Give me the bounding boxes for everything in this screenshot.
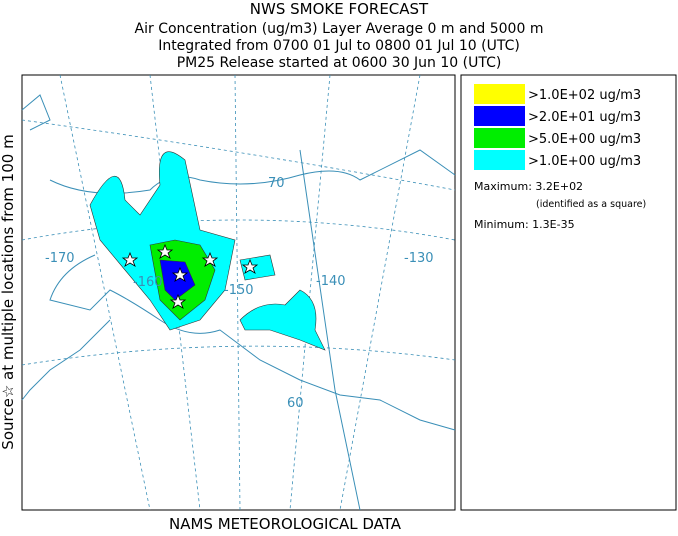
source-markers bbox=[121, 243, 259, 309]
legend-label: >2.0E+01 ug/m3 bbox=[528, 110, 641, 125]
legend-frame bbox=[460, 74, 677, 511]
lat-label: 60 bbox=[287, 396, 304, 411]
subtitle: Integrated from 0700 01 Jul to 0800 01 J… bbox=[158, 38, 520, 54]
graticule bbox=[21, 74, 456, 511]
legend: >1.0E+02 ug/m3 >2.0E+01 ug/m3 >5.0E+00 ug/… bbox=[474, 84, 641, 170]
side-label: Source☆ at multiple locations from 100 m bbox=[0, 134, 17, 449]
lon-label: -150 bbox=[224, 283, 254, 298]
map: -170 -160 -150 -140 -130 70 60 bbox=[21, 74, 456, 511]
legend-label: >1.0E+00 ug/m3 bbox=[528, 154, 641, 169]
smoke-plume bbox=[89, 151, 326, 351]
lon-label: -130 bbox=[404, 251, 434, 266]
maximum-note: (identified as a square) bbox=[536, 199, 646, 210]
maximum: Maximum: 3.2E+02 bbox=[474, 180, 583, 193]
lon-label: -140 bbox=[316, 274, 346, 289]
lon-label: -160 bbox=[133, 275, 163, 290]
map-frame bbox=[21, 74, 456, 511]
legend-swatch bbox=[474, 84, 525, 104]
minimum: Minimum: 1.3E-35 bbox=[474, 218, 575, 231]
lat-label: 70 bbox=[268, 176, 285, 191]
footer: NAMS METEOROLOGICAL DATA bbox=[169, 515, 402, 532]
legend-swatch bbox=[474, 106, 525, 126]
legend-label: >5.0E+00 ug/m3 bbox=[528, 132, 641, 147]
subtitle: Air Concentration (ug/m3) Layer Average … bbox=[135, 21, 544, 37]
legend-swatch bbox=[474, 128, 525, 148]
lon-label: -170 bbox=[45, 251, 75, 266]
coastline bbox=[21, 94, 456, 511]
subtitle: PM25 Release started at 0600 30 Jun 10 (… bbox=[177, 55, 502, 71]
legend-swatch bbox=[474, 150, 525, 170]
legend-label: >1.0E+02 ug/m3 bbox=[528, 88, 641, 103]
title: NWS SMOKE FORECAST bbox=[250, 0, 429, 18]
